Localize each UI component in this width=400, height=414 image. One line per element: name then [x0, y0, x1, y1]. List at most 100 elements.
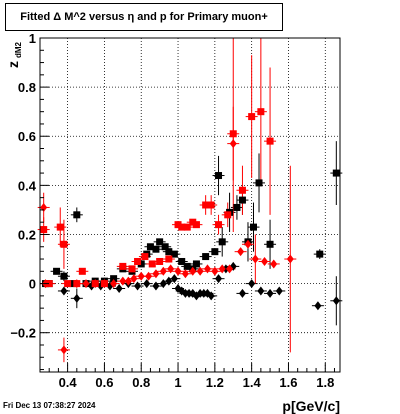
data-point-square [40, 226, 48, 234]
data-point-diamond [137, 271, 145, 281]
data-point-diamond [222, 264, 230, 274]
data-points [40, 108, 340, 355]
data-point-diamond [226, 264, 234, 274]
error-bars [37, 38, 343, 363]
data-point-diamond [257, 286, 265, 296]
data-point-square [257, 108, 265, 116]
y-tick-label: 0 [29, 277, 36, 292]
data-point-diamond [270, 259, 278, 269]
data-point-diamond [196, 288, 204, 298]
data-point-diamond [203, 264, 211, 274]
axis-ticks [40, 37, 335, 372]
data-point-diamond [40, 202, 48, 212]
data-point-diamond [165, 276, 173, 286]
data-point-square [248, 113, 256, 121]
data-point-square [207, 201, 215, 209]
data-point-diamond [237, 247, 245, 257]
data-point-diamond [124, 276, 132, 286]
data-point-diamond [134, 281, 142, 291]
data-point-square [53, 267, 61, 275]
y-tick-label: 0.8 [18, 80, 36, 95]
data-point-square [233, 203, 241, 211]
x-tick-label: 1 [174, 375, 181, 390]
timestamp: Fri Dec 13 07:38:27 2024 [3, 401, 96, 410]
x-tick-label: 1.4 [243, 375, 262, 390]
data-point-diamond [314, 301, 322, 311]
x-axis-label: p[GeV/c] [282, 398, 340, 414]
data-point-square [215, 221, 223, 229]
data-point-diamond [215, 274, 223, 284]
data-point-square [183, 223, 191, 231]
data-point-diamond [207, 291, 215, 301]
data-point-diamond [60, 345, 68, 355]
data-point-square [238, 196, 246, 204]
data-point-square [266, 240, 274, 248]
x-tick-label: 0.6 [95, 375, 113, 390]
data-point-square [60, 240, 68, 248]
data-point-diamond [244, 239, 252, 249]
data-point-diamond [73, 293, 81, 303]
data-point-square [202, 201, 210, 209]
data-point-square [56, 223, 64, 231]
data-point-diamond [110, 279, 118, 289]
data-point-diamond [170, 274, 178, 284]
data-point-square [165, 248, 173, 256]
data-point-diamond [82, 279, 90, 289]
data-point-square [110, 275, 118, 283]
data-point-square [161, 243, 169, 251]
data-point-square [224, 211, 232, 219]
data-point-diamond [248, 279, 256, 289]
grid-lines [40, 37, 340, 372]
data-point-square [156, 257, 164, 265]
data-point-square [165, 255, 173, 263]
data-point-diamond [332, 296, 340, 306]
data-point-square [189, 218, 197, 226]
data-point-square [78, 267, 86, 275]
data-point-square [152, 245, 160, 253]
data-point-square [148, 260, 156, 268]
data-point-diamond [261, 256, 269, 266]
y-tick-label: −0.2 [10, 326, 36, 341]
y-tick-label: 0.4 [18, 178, 37, 193]
y-tick-label: 0.2 [18, 227, 36, 242]
data-point-square [215, 172, 223, 180]
data-point-diamond [145, 271, 153, 281]
data-point-diamond [196, 266, 204, 276]
data-point-square [134, 257, 142, 265]
data-point-diamond [91, 279, 99, 289]
data-point-diamond [181, 269, 189, 279]
data-point-diamond [200, 288, 208, 298]
x-tick-label: 0.4 [59, 375, 78, 390]
data-point-diamond [238, 288, 246, 298]
data-point-square [178, 223, 186, 231]
x-tick-label: 1.2 [206, 375, 224, 390]
data-point-square [137, 260, 145, 268]
data-point-diamond [266, 288, 274, 298]
data-point-square [266, 137, 274, 145]
chart-title: Fitted Δ M^2 versus η and p for Primary … [5, 3, 283, 31]
data-point-diamond [119, 276, 127, 286]
data-point-square [249, 223, 257, 231]
data-point-square [146, 243, 154, 251]
data-point-square [211, 248, 219, 256]
data-point-square [183, 262, 191, 270]
x-tick-label: 0.8 [132, 375, 150, 390]
data-point-diamond [185, 288, 193, 298]
data-point-diamond [251, 254, 259, 264]
data-point-square [218, 238, 226, 246]
data-point-diamond [275, 286, 283, 296]
data-point-square [192, 260, 200, 268]
data-point-square [45, 280, 53, 288]
data-point-diamond [100, 279, 108, 289]
data-point-square [170, 250, 178, 258]
data-point-diamond [286, 254, 294, 264]
data-point-square [238, 186, 246, 194]
data-point-square [73, 211, 81, 219]
svg-text:dM2: dM2 [14, 41, 23, 58]
data-point-diamond [174, 266, 182, 276]
x-tick-label: 1.6 [279, 375, 297, 390]
tick-labels: 0.4 0.6 0.8 1 1.2 1.4 1.6 1.8 −0.2 0 0.2 0.4 0.6 0.8 1 [10, 31, 334, 390]
data-point-diamond [218, 264, 226, 274]
y-tick-label: 0.6 [18, 129, 36, 144]
